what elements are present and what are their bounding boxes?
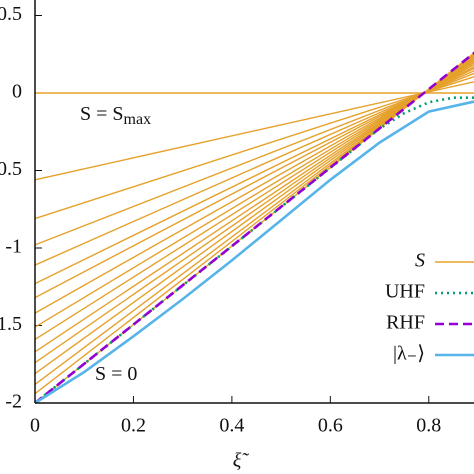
series-line — [34, 72, 474, 246]
x-axis-label: ξ̃ — [233, 450, 250, 472]
y-tick-label: 0 — [12, 81, 22, 103]
series-line — [34, 70, 474, 266]
series-line — [34, 51, 474, 405]
series-line — [34, 100, 474, 405]
x-tick-label: 0.8 — [416, 415, 441, 437]
legend-label: |λ₋⟩ — [393, 343, 425, 365]
annotation-text: S = S — [80, 103, 124, 125]
legend-label: RHF — [386, 312, 425, 334]
annotation: S = 0 — [95, 363, 137, 385]
x-tick-label: 0.6 — [318, 415, 343, 437]
y-tick-label: 0.5 — [0, 3, 22, 25]
series-line — [34, 81, 474, 181]
y-tick-label: -0.5 — [0, 158, 22, 180]
y-tick-label: -1 — [5, 236, 22, 258]
y-tick-label: -2 — [5, 391, 22, 413]
y-tick-label: -1.5 — [0, 313, 22, 335]
x-tick-label: 0 — [30, 415, 40, 437]
x-tick-label: 0.4 — [219, 415, 244, 437]
legend-label: UHF — [385, 281, 425, 303]
series-line — [34, 76, 474, 220]
annotation-subscript: max — [124, 111, 152, 128]
annotation: S = Smax — [80, 103, 151, 128]
annotation-text: S = 0 — [95, 363, 137, 385]
legend-label: S — [415, 250, 425, 272]
x-tick-label: 0.2 — [121, 415, 146, 437]
